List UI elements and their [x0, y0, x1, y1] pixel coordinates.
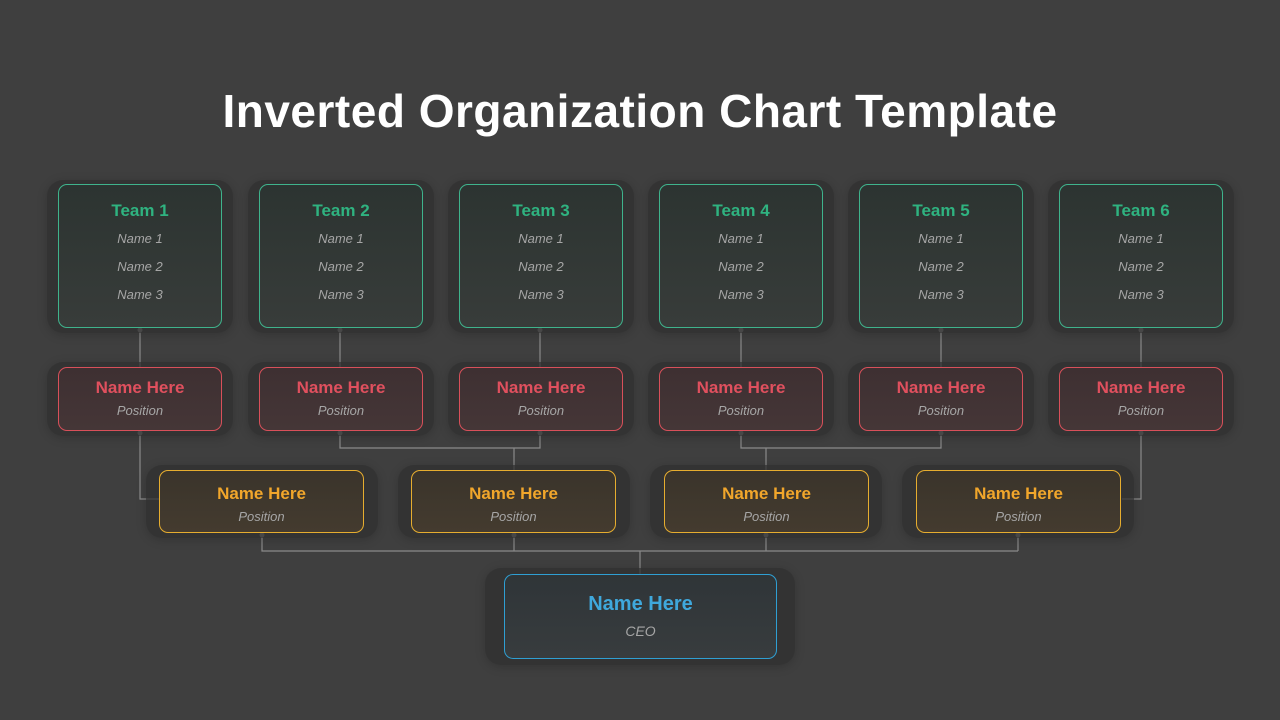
lead-box-1: Name Here Position	[159, 470, 364, 533]
manager-name: Name Here	[696, 378, 786, 397]
team-name: Team 5	[912, 201, 970, 220]
manager-position: Position	[517, 403, 565, 418]
team-name: Team 6	[1112, 201, 1170, 220]
team-name: Team 2	[312, 201, 370, 220]
lead-name: Name Here	[469, 484, 558, 503]
team-member: Name 1	[518, 231, 564, 246]
manager-box-6: Name Here Position	[1059, 367, 1223, 431]
ceo-name: Name Here	[588, 593, 693, 615]
team-member: Name 2	[1118, 259, 1164, 274]
lead-box-3: Name Here Position	[664, 470, 869, 533]
lead-name: Name Here	[722, 484, 811, 503]
ceo-position: CEO	[625, 623, 656, 639]
ceo-box: Name Here CEO	[504, 574, 777, 659]
lead-name: Name Here	[217, 484, 306, 503]
team-box-5: Team 5 Name 1 Name 2 Name 3	[859, 184, 1023, 328]
manager-box-3: Name Here Position	[459, 367, 623, 431]
lead-position: Position	[743, 509, 790, 524]
manager-box-4: Name Here Position	[659, 367, 823, 431]
team-name: Team 1	[111, 201, 169, 220]
lead-box-4: Name Here Position	[916, 470, 1121, 533]
manager-name: Name Here	[896, 378, 986, 397]
team-member: Name 2	[718, 259, 764, 274]
manager-position: Position	[717, 403, 765, 418]
manager-position: Position	[116, 403, 164, 418]
manager-box-2: Name Here Position	[259, 367, 423, 431]
team-member: Name 2	[518, 259, 564, 274]
lead-position: Position	[238, 509, 285, 524]
team-member: Name 1	[718, 231, 764, 246]
team-box-6: Team 6 Name 1 Name 2 Name 3	[1059, 184, 1223, 328]
lead-name: Name Here	[974, 484, 1063, 503]
manager-position: Position	[317, 403, 365, 418]
lead-position: Position	[490, 509, 537, 524]
manager-name: Name Here	[95, 378, 185, 397]
manager-box-1: Name Here Position	[58, 367, 222, 431]
lead-box-2: Name Here Position	[411, 470, 616, 533]
team-name: Team 3	[512, 201, 570, 220]
team-member: Name 2	[918, 259, 964, 274]
team-member: Name 3	[518, 287, 564, 302]
team-member: Name 3	[718, 287, 764, 302]
manager-name: Name Here	[296, 378, 386, 397]
lead-position: Position	[995, 509, 1042, 524]
team-name: Team 4	[712, 201, 770, 220]
manager-position: Position	[917, 403, 965, 418]
team-member: Name 1	[918, 231, 964, 246]
team-member: Name 3	[117, 287, 163, 302]
page-title: Inverted Organization Chart Template	[222, 85, 1058, 137]
team-member: Name 2	[318, 259, 364, 274]
team-box-3: Team 3 Name 1 Name 2 Name 3	[459, 184, 623, 328]
team-member: Name 1	[318, 231, 364, 246]
team-member: Name 2	[117, 259, 163, 274]
team-box-4: Team 4 Name 1 Name 2 Name 3	[659, 184, 823, 328]
team-box-2: Team 2 Name 1 Name 2 Name 3	[259, 184, 423, 328]
team-member: Name 1	[117, 231, 163, 246]
team-member: Name 3	[318, 287, 364, 302]
manager-box-5: Name Here Position	[859, 367, 1023, 431]
manager-name: Name Here	[1096, 378, 1186, 397]
team-member: Name 3	[918, 287, 964, 302]
manager-position: Position	[1117, 403, 1165, 418]
manager-name: Name Here	[496, 378, 586, 397]
team-box-1: Team 1 Name 1 Name 2 Name 3	[58, 184, 222, 328]
team-member: Name 1	[1118, 231, 1164, 246]
team-member: Name 3	[1118, 287, 1164, 302]
